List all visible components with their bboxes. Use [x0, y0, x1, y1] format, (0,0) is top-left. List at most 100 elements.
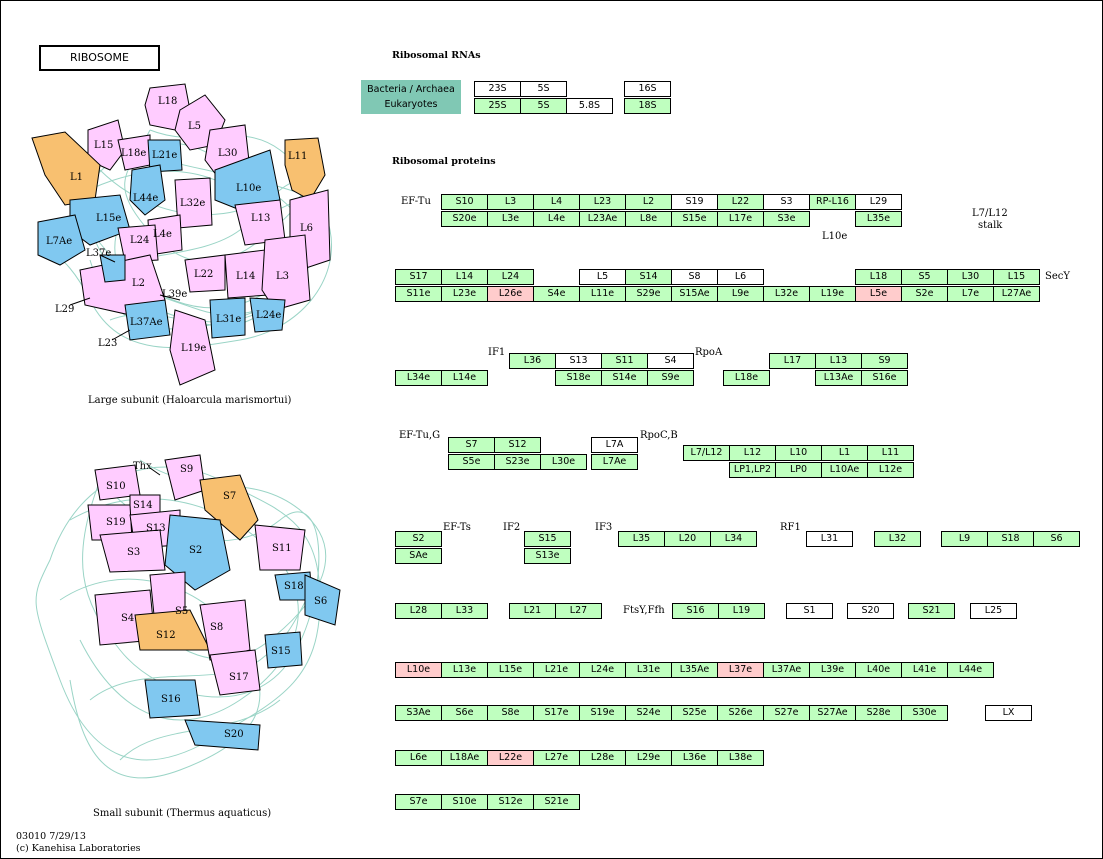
box-s3ae[interactable]: S3Ae [395, 705, 442, 721]
box-s19[interactable]: S19 [671, 194, 718, 210]
box-s18e[interactable]: S18e [555, 370, 602, 386]
box-s12[interactable]: S12 [494, 437, 541, 453]
box-sae[interactable]: SAe [395, 548, 442, 564]
box-l10e[interactable]: L10e [395, 662, 442, 678]
box-s2[interactable]: S2 [395, 531, 442, 547]
box-s6e[interactable]: S6e [441, 705, 488, 721]
box-s20[interactable]: S20 [847, 603, 894, 619]
box-s8e[interactable]: S8e [487, 705, 534, 721]
box-l19e[interactable]: L19e [809, 286, 856, 302]
rna-5s-euk[interactable]: 5S [520, 98, 567, 114]
box-l20[interactable]: L20 [664, 531, 711, 547]
box-s17e[interactable]: S17e [533, 705, 580, 721]
box-s4e[interactable]: S4e [533, 286, 580, 302]
box-l14e[interactable]: L14e [441, 370, 488, 386]
box-s13e[interactable]: S13e [524, 548, 571, 564]
box-l24e[interactable]: L24e [579, 662, 626, 678]
box-lp1-lp2[interactable]: LP1,LP2 [729, 462, 776, 478]
box-l4e[interactable]: L4e [533, 211, 580, 227]
box-s12e[interactable]: S12e [487, 794, 534, 810]
rna-5-8s[interactable]: 5.8S [566, 98, 613, 114]
box-l28e[interactable]: L28e [579, 750, 626, 766]
box-s24e[interactable]: S24e [625, 705, 672, 721]
box-lx[interactable]: LX [985, 705, 1032, 721]
box-s15e[interactable]: S15e [671, 211, 718, 227]
box-l7e[interactable]: L7e [947, 286, 994, 302]
box-s26e[interactable]: S26e [717, 705, 764, 721]
box-l32e[interactable]: L32e [763, 286, 810, 302]
rna-5s[interactable]: 5S [520, 81, 567, 97]
rna-25s[interactable]: 25S [474, 98, 521, 114]
box-l25[interactable]: L25 [970, 603, 1017, 619]
box-l15[interactable]: L15 [993, 269, 1040, 285]
box-l34e[interactable]: L34e [395, 370, 442, 386]
box-l27ae[interactable]: L27Ae [993, 286, 1040, 302]
rna-23s[interactable]: 23S [474, 81, 521, 97]
box-l10[interactable]: L10 [775, 445, 822, 461]
box-rp-l16[interactable]: RP-L16 [809, 194, 856, 210]
box-l18e[interactable]: L18e [723, 370, 770, 386]
box-l7a[interactable]: L7A [591, 437, 638, 453]
box-s9[interactable]: S9 [861, 353, 908, 369]
rna-18s[interactable]: 18S [624, 98, 671, 114]
box-l11e[interactable]: L11e [579, 286, 626, 302]
box-s18[interactable]: S18 [987, 531, 1034, 547]
box-l33[interactable]: L33 [441, 603, 488, 619]
box-l29e[interactable]: L29e [625, 750, 672, 766]
box-s16[interactable]: S16 [672, 603, 719, 619]
box-l18ae[interactable]: L18Ae [441, 750, 488, 766]
box-l24[interactable]: L24 [487, 269, 534, 285]
box-s9e[interactable]: S9e [647, 370, 694, 386]
box-l6e[interactable]: L6e [395, 750, 442, 766]
box-l12e[interactable]: L12e [867, 462, 914, 478]
box-l2[interactable]: L2 [625, 194, 672, 210]
box-lp0[interactable]: LP0 [775, 462, 822, 478]
box-s6[interactable]: S6 [1033, 531, 1080, 547]
box-l17e[interactable]: L17e [717, 211, 764, 227]
box-s11[interactable]: S11 [601, 353, 648, 369]
box-s14e[interactable]: S14e [601, 370, 648, 386]
box-l14[interactable]: L14 [441, 269, 488, 285]
box-l23[interactable]: L23 [579, 194, 626, 210]
box-s3e[interactable]: S3e [763, 211, 810, 227]
box-l6[interactable]: L6 [717, 269, 764, 285]
box-l13e[interactable]: L13e [441, 662, 488, 678]
box-l8e[interactable]: L8e [625, 211, 672, 227]
box-s21[interactable]: S21 [908, 603, 955, 619]
box-s27e[interactable]: S27e [763, 705, 810, 721]
box-l32[interactable]: L32 [874, 531, 921, 547]
box-s1[interactable]: S1 [786, 603, 833, 619]
box-l1[interactable]: L1 [821, 445, 868, 461]
box-s8[interactable]: S8 [671, 269, 718, 285]
box-l22[interactable]: L22 [717, 194, 764, 210]
box-s5[interactable]: S5 [901, 269, 948, 285]
box-s25e[interactable]: S25e [671, 705, 718, 721]
box-l37e[interactable]: L37e [717, 662, 764, 678]
box-l37ae[interactable]: L37Ae [763, 662, 810, 678]
rna-16s[interactable]: 16S [624, 81, 671, 97]
box-l39e[interactable]: L39e [809, 662, 856, 678]
box-l3[interactable]: L3 [487, 194, 534, 210]
box-l23e[interactable]: L23e [441, 286, 488, 302]
box-s10[interactable]: S10 [441, 194, 488, 210]
box-s17[interactable]: S17 [395, 269, 442, 285]
box-s4[interactable]: S4 [647, 353, 694, 369]
box-l12[interactable]: L12 [729, 445, 776, 461]
box-l31e[interactable]: L31e [625, 662, 672, 678]
box-s15[interactable]: S15 [524, 531, 571, 547]
box-s21e[interactable]: S21e [533, 794, 580, 810]
box-l19[interactable]: L19 [718, 603, 765, 619]
box-s13[interactable]: S13 [555, 353, 602, 369]
box-l3e[interactable]: L3e [487, 211, 534, 227]
box-l21e[interactable]: L21e [533, 662, 580, 678]
box-s15ae[interactable]: S15Ae [671, 286, 718, 302]
box-l17[interactable]: L17 [769, 353, 816, 369]
box-l35ae[interactable]: L35Ae [671, 662, 718, 678]
box-l13ae[interactable]: L13Ae [815, 370, 862, 386]
box-l4[interactable]: L4 [533, 194, 580, 210]
box-l15e[interactable]: L15e [487, 662, 534, 678]
box-s5e[interactable]: S5e [448, 454, 495, 470]
box-s30e[interactable]: S30e [901, 705, 948, 721]
box-s20e[interactable]: S20e [441, 211, 488, 227]
box-s10e[interactable]: S10e [441, 794, 488, 810]
